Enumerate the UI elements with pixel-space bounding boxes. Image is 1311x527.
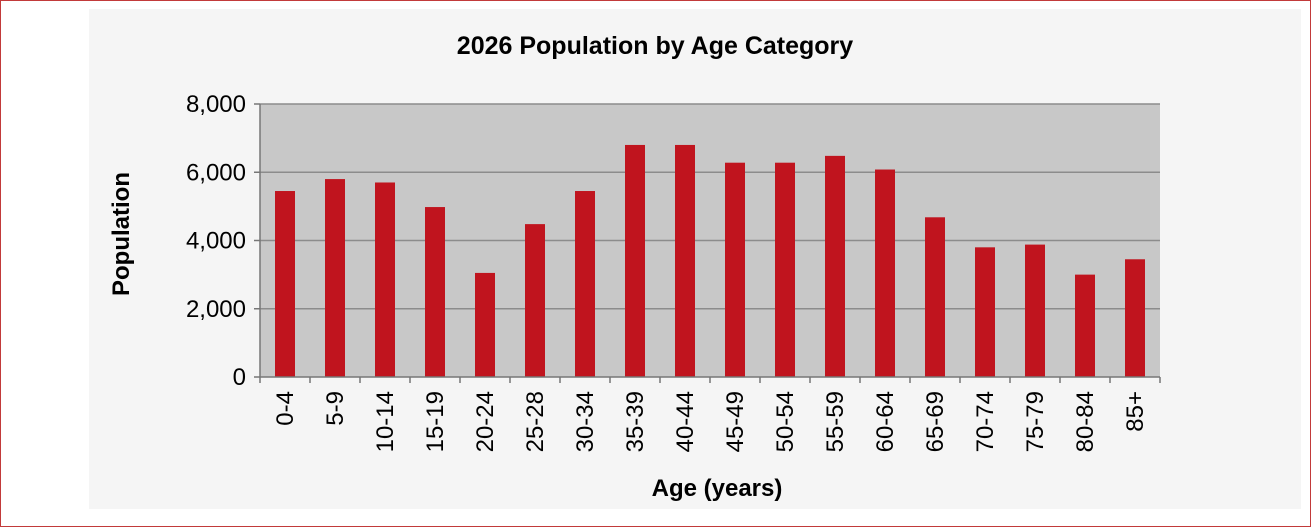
y-tick-label: 4,000 (186, 228, 246, 255)
bars (275, 144, 1145, 377)
x-tick-label: 25-28 (522, 391, 549, 452)
bar (675, 144, 695, 377)
bar (925, 217, 945, 377)
bar (975, 247, 995, 377)
x-tick-label: 55-59 (822, 391, 849, 452)
bar (875, 169, 895, 377)
x-tick-label: 20-24 (472, 391, 499, 452)
x-tick-label: 0-4 (272, 391, 299, 426)
y-tick-labels: 0 2,000 4,000 6,000 8,000 (186, 91, 246, 391)
bar (425, 207, 445, 377)
bar (625, 144, 645, 377)
x-tick-label: 15-19 (422, 391, 449, 452)
bar (825, 155, 845, 377)
bar (1025, 244, 1045, 377)
x-tick-label: 35-39 (622, 391, 649, 452)
bar (475, 272, 495, 377)
y-tick-label: 2,000 (186, 296, 246, 323)
x-tick-label: 75-79 (1022, 391, 1049, 452)
y-tick-label: 6,000 (186, 159, 246, 186)
bar (775, 162, 795, 377)
bar (1125, 259, 1145, 377)
x-tick-label: 10-14 (372, 391, 399, 452)
y-axis-label: Population (108, 172, 135, 296)
chart-title: 2026 Population by Age Category (457, 32, 853, 60)
x-tick-label: 80-84 (1072, 391, 1099, 452)
bar (725, 162, 745, 377)
y-tick-label: 0 (233, 364, 246, 391)
gridlines (260, 103, 1160, 310)
y-tick-label: 8,000 (186, 91, 246, 118)
bar (275, 191, 295, 377)
x-tick-label: 30-34 (572, 391, 599, 452)
bar (1075, 274, 1095, 377)
x-tick-label: 5-9 (322, 391, 349, 426)
x-tick-label: 60-64 (872, 391, 899, 452)
x-tick-labels: 0-4 5-9 10-14 15-19 20-24 25-28 30-34 35-39 40-4… (272, 391, 1149, 452)
bar (525, 224, 545, 377)
bar (575, 191, 595, 377)
axes (254, 103, 1161, 383)
x-tick-label: 50-54 (772, 391, 799, 452)
x-tick-label: 40-44 (672, 391, 699, 452)
bar (325, 179, 345, 377)
x-tick-label: 70-74 (972, 391, 999, 452)
x-tick-label: 45-49 (722, 391, 749, 452)
bar (375, 182, 395, 377)
x-tick-label: 85+ (1122, 391, 1149, 432)
x-tick-label: 65-69 (922, 391, 949, 452)
x-axis-label: Age (years) (652, 475, 783, 502)
